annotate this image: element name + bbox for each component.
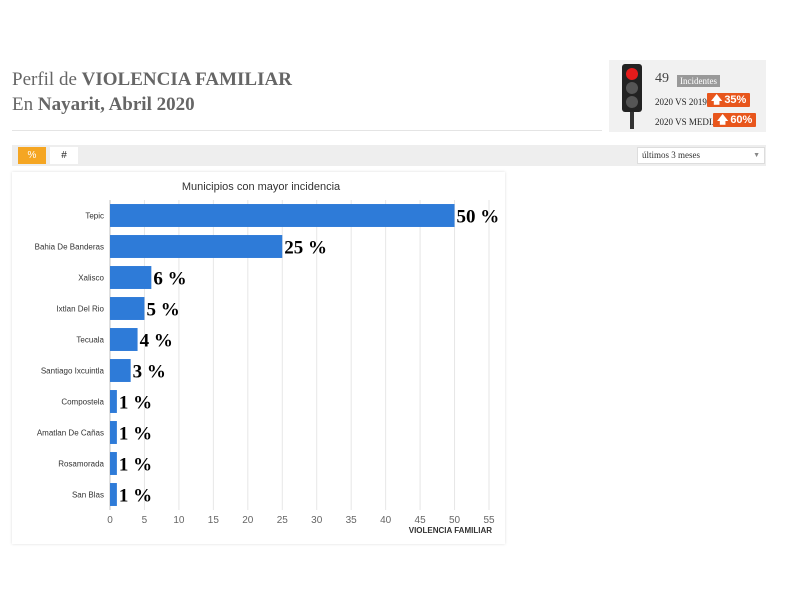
x-tick-label: 20: [242, 515, 254, 526]
chevron-down-icon: ▼: [753, 151, 760, 159]
title-main: VIOLENCIA FAMILIAR: [81, 69, 292, 90]
bar: [110, 235, 283, 258]
period-select-value: últimos 3 meses: [642, 150, 700, 160]
arrow-up-icon: 🡅: [717, 114, 729, 126]
x-tick-label: 0: [107, 515, 113, 526]
category-label: Santiago Ixcuintla: [41, 367, 105, 376]
data-label: 1 %: [119, 424, 152, 445]
data-label: 3 %: [133, 362, 166, 383]
kpi-change-media: 🡅 60%: [713, 113, 757, 127]
category-labels: Tepic Bahia De Banderas Xalisco Ixtlan Del …: [35, 212, 105, 500]
category-label: San Blas: [72, 491, 104, 500]
kpi-change-value: 60%: [730, 114, 753, 126]
data-label: 1 %: [119, 393, 152, 414]
data-label: 1 %: [119, 486, 152, 507]
category-label: Compostela: [61, 398, 104, 407]
chart-toolbar: % # últimos 3 meses ▼: [12, 145, 766, 166]
off-light-icon: [626, 82, 638, 94]
x-tick-label: 15: [208, 515, 220, 526]
x-tick-label: 50: [449, 515, 461, 526]
bar: [110, 297, 145, 320]
bar: [110, 328, 138, 351]
bar: [110, 390, 117, 413]
bar: [110, 483, 117, 506]
title-divider: [12, 130, 602, 131]
x-tick-label: 40: [380, 515, 392, 526]
chart-bars: [110, 204, 455, 506]
category-label: Tepic: [85, 212, 104, 221]
data-label: 4 %: [140, 331, 173, 352]
traffic-light-icon: [622, 64, 642, 112]
category-label: Tecuala: [76, 336, 104, 345]
data-label: 25 %: [284, 238, 327, 259]
off-light-icon: [626, 96, 638, 108]
kpi-row-label-media: 2020 VS MEDIA: [655, 117, 719, 127]
kpi-change-2019: 🡅 35%: [707, 93, 751, 107]
category-label: Amatlan De Cañas: [37, 429, 104, 438]
bar: [110, 359, 131, 382]
x-tick-label: 25: [277, 515, 289, 526]
category-label: Rosamorada: [58, 460, 104, 469]
subtitle-prefix: En: [12, 94, 34, 115]
category-label: Xalisco: [78, 274, 104, 283]
period-select[interactable]: últimos 3 meses ▼: [637, 147, 765, 164]
bar: [110, 266, 152, 289]
bar-chart: Tepic Bahia De Banderas Xalisco Ixtlan Del …: [35, 181, 500, 535]
data-label: 5 %: [146, 300, 179, 321]
x-tick-label: 45: [415, 515, 427, 526]
incident-count: 49: [655, 71, 669, 86]
chart-title: Municipios con mayor incidencia: [182, 181, 341, 193]
data-labels: 50 % 25 % 6 % 5 % 4 % 3 % 1 % 1 % 1 % 1 %: [119, 207, 499, 507]
chart-panel: Tepic Bahia De Banderas Xalisco Ixtlan Del …: [12, 172, 505, 544]
incident-badge: Incidentes: [677, 75, 720, 87]
kpi-row-label-2019: 2020 VS 2019: [655, 97, 707, 107]
x-tick-label: 5: [142, 515, 148, 526]
red-light-icon: [626, 68, 638, 80]
traffic-light-pole: [630, 112, 634, 129]
bar: [110, 421, 117, 444]
kpi-panel: 49 Incidentes 2020 VS 2019 🡅 35% 2020 VS …: [609, 60, 766, 132]
x-axis-label: VIOLENCIA FAMILIAR: [409, 526, 492, 535]
x-tick-label: 35: [346, 515, 358, 526]
bar: [110, 204, 455, 227]
x-tick-label: 10: [173, 515, 185, 526]
data-label: 50 %: [457, 207, 500, 228]
subtitle-main: Nayarit, Abril 2020: [37, 94, 195, 115]
data-label: 6 %: [153, 269, 186, 290]
tick-labels: 0 5 10 15 20 25 30 35 40 45 50 55: [107, 515, 495, 526]
x-tick-label: 30: [311, 515, 323, 526]
arrow-up-icon: 🡅: [711, 94, 723, 106]
kpi-change-value: 35%: [724, 94, 747, 106]
data-label: 1 %: [119, 455, 152, 476]
tab-count[interactable]: #: [50, 147, 78, 164]
title-prefix: Perfil de: [12, 69, 77, 90]
bar: [110, 452, 117, 475]
x-tick-label: 55: [483, 515, 495, 526]
category-label: Bahia De Banderas: [35, 243, 104, 252]
tab-percent[interactable]: %: [18, 147, 46, 164]
title-line: Perfil de VIOLENCIA FAMILIAR: [12, 68, 292, 92]
category-label: Ixtlan Del Rio: [56, 305, 104, 314]
subtitle-line: En Nayarit, Abril 2020: [12, 92, 292, 118]
page-title: Perfil de VIOLENCIA FAMILIAR En Nayarit,…: [12, 68, 292, 118]
